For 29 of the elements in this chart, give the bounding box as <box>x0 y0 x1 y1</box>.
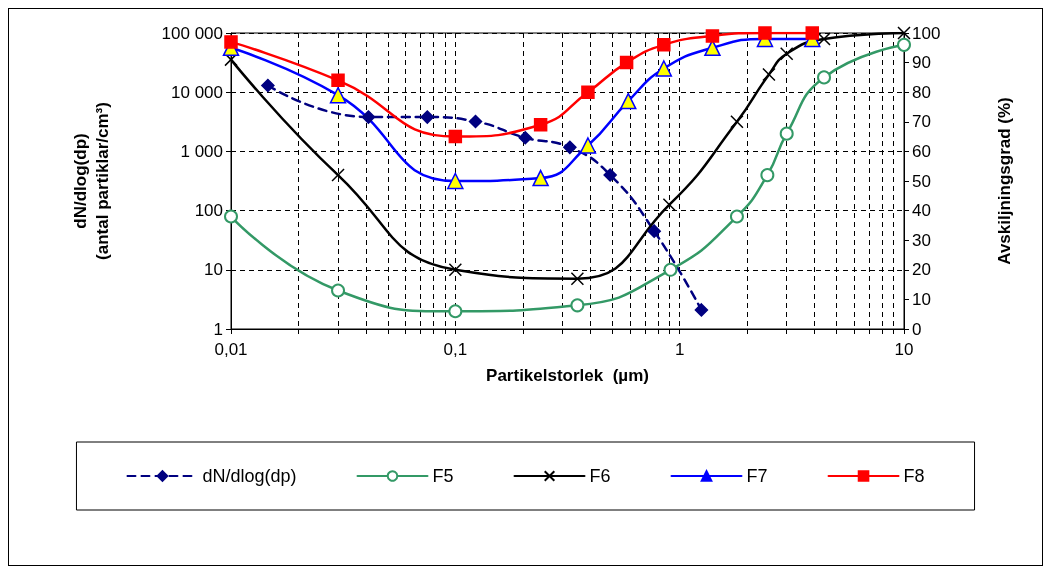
legend-label: F7 <box>746 466 768 486</box>
legend-label: F8 <box>903 466 925 486</box>
y2-tick-label: 70 <box>912 112 931 132</box>
x-tick-label: 0,01 <box>214 340 248 359</box>
y-tick-label: 100 <box>194 201 223 221</box>
y2-tick-label: 30 <box>912 230 931 250</box>
x-axis-title: Partikelstorlek (µm) <box>486 366 649 385</box>
x-tick-label: 0,1 <box>443 340 468 359</box>
y-tick-label: 100 000 <box>161 23 223 43</box>
y2-tick-label: 40 <box>912 201 931 221</box>
legend-label: dN/dlog(dp) <box>202 466 297 486</box>
x-tick-label: 10 <box>894 340 914 359</box>
y2-tick-label: 80 <box>912 82 931 102</box>
y-axis-title: dN/dlog(dp) (antal partiklar/cm³) <box>70 102 112 260</box>
y-tick-label: 1 000 <box>180 141 223 161</box>
y2-tick-label: 100 <box>912 23 941 43</box>
legend-label: F6 <box>589 466 611 486</box>
legend-label: F5 <box>432 466 454 486</box>
y2-tick-label: 10 <box>912 289 931 309</box>
y-tick-label: 10 000 <box>171 82 223 102</box>
y2-tick-label: 20 <box>912 260 931 280</box>
y2-tick-label: 60 <box>912 141 931 161</box>
y2-tick-label: 50 <box>912 171 931 191</box>
y-tick-label: 10 <box>204 260 223 280</box>
y2-tick-label: 90 <box>912 53 931 73</box>
x-tick-label: 1 <box>674 340 685 359</box>
y2-axis-title: Avskiljningsgrad (%) <box>995 97 1014 265</box>
y-tick-label: 1 <box>213 319 223 339</box>
y2-tick-label: 0 <box>912 319 922 339</box>
